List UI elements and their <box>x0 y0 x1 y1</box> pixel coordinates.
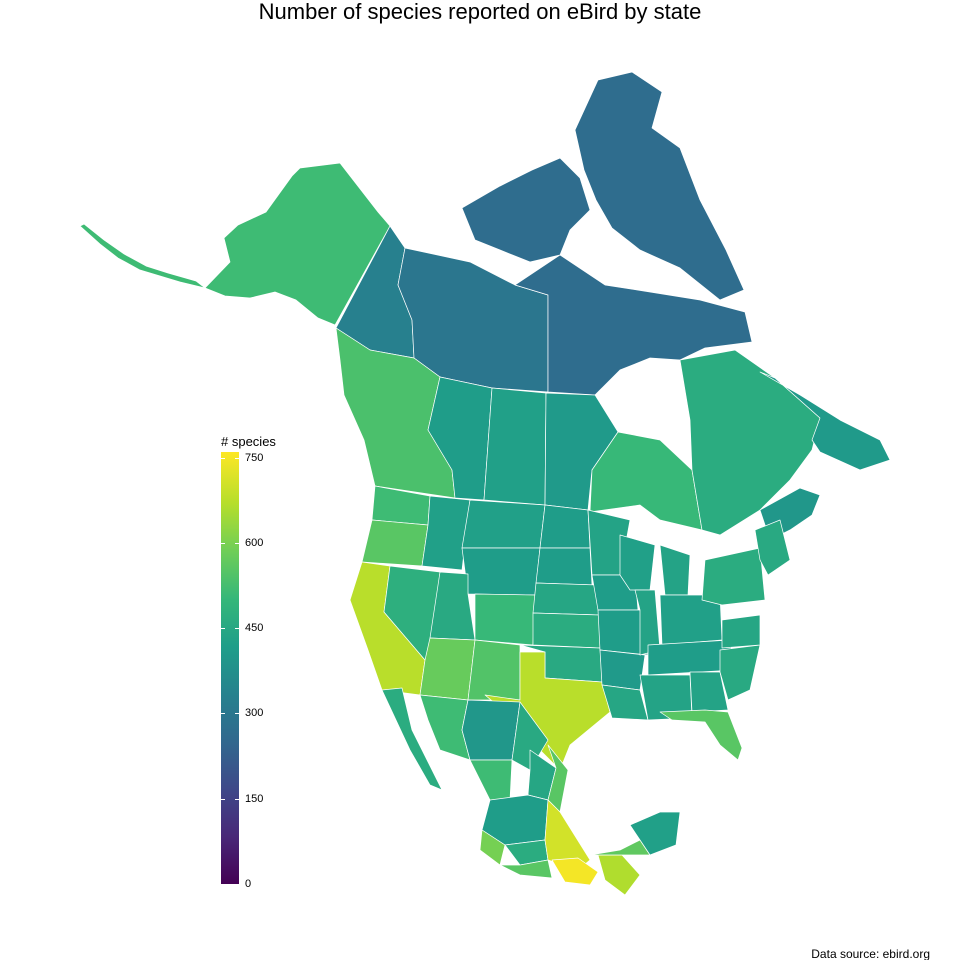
legend-tick-mark <box>235 457 239 459</box>
region-carolinas <box>719 644 761 701</box>
legend-tick-mark <box>221 457 225 459</box>
legend-tick-label: 750 <box>245 451 264 464</box>
region-labrador <box>759 371 891 471</box>
legend-tick-mark <box>221 542 225 544</box>
region-new-england <box>754 519 791 576</box>
region-yucatan <box>629 811 681 856</box>
region-pennsylvania-ny <box>701 547 766 606</box>
legend-tick-mark <box>235 884 239 885</box>
legend-tick-mark <box>235 628 239 630</box>
region-virginia <box>721 614 761 649</box>
legend-tick-mark <box>221 628 225 630</box>
region-arizona <box>419 637 476 701</box>
region-wisconsin <box>619 534 656 591</box>
region-oaxaca <box>551 857 599 886</box>
legend-colorbar <box>221 452 239 884</box>
region-south-dakota <box>535 547 593 586</box>
legend-tick-label: 150 <box>245 792 264 805</box>
region-oregon <box>361 519 429 567</box>
region-arkansas <box>599 649 646 691</box>
source-caption: Data source: ebird.org <box>811 947 930 960</box>
region-aleutians <box>79 223 206 289</box>
legend-title: # species <box>221 434 276 449</box>
region-florida <box>659 709 743 761</box>
region-idaho <box>421 495 471 571</box>
region-new-mexico <box>467 639 521 701</box>
region-colorado <box>474 593 536 646</box>
legend-tick-label: 300 <box>245 707 264 720</box>
region-nebraska <box>532 582 601 616</box>
region-texas <box>484 651 611 771</box>
region-north-dakota <box>539 504 591 549</box>
region-saskatchewan <box>483 387 547 506</box>
legend-tick-mark <box>221 798 225 800</box>
region-nunavut-islands-2 <box>461 157 591 263</box>
region-utah <box>429 571 476 641</box>
legend-tick-mark <box>235 542 239 544</box>
legend-tick-mark <box>235 798 239 800</box>
legend-tick-label: 450 <box>245 622 264 635</box>
legend-tick-mark <box>221 884 225 885</box>
region-ontario <box>589 431 703 531</box>
region-durango-sinaloa <box>469 759 513 801</box>
legend-tick-label: 600 <box>245 536 264 549</box>
region-nunavut-islands-1 <box>574 71 745 301</box>
region-georgia <box>689 671 729 713</box>
region-montana <box>461 499 546 549</box>
region-nunavut <box>514 254 753 396</box>
legend-tick-mark <box>221 713 225 715</box>
region-tabasco-campeche <box>589 839 651 856</box>
region-kansas <box>532 612 601 649</box>
region-wyoming <box>461 547 541 596</box>
region-chihuahua <box>461 699 521 761</box>
region-guerrero <box>499 859 553 879</box>
legend-tick-mark <box>235 713 239 715</box>
region-louisiana <box>601 684 649 721</box>
region-baja-california <box>381 687 443 791</box>
map-title: Number of species reported on eBird by s… <box>258 0 702 24</box>
region-chiapas <box>597 854 641 896</box>
region-alaska <box>204 162 391 326</box>
region-michigan <box>659 544 691 596</box>
legend-tick-label: 0 <box>245 878 252 890</box>
